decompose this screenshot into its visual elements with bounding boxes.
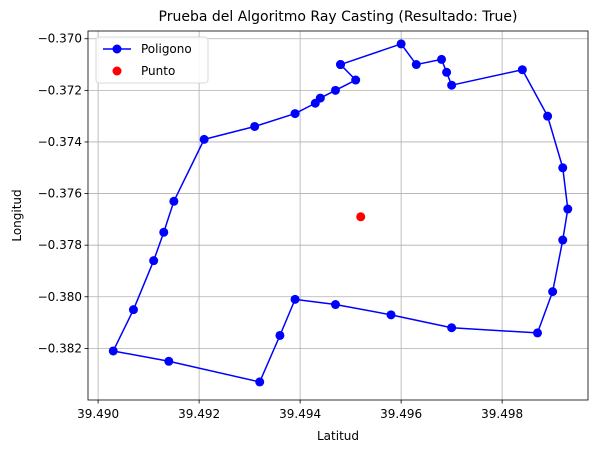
punto-point [356, 212, 366, 222]
x-axis-ticks: 39.490 39.492 39.494 39.496 39.498 [77, 400, 523, 421]
poligono-point [396, 39, 406, 49]
legend-punto-marker [112, 66, 122, 76]
legend-punto-label: Punto [141, 64, 175, 78]
poligono-point [169, 196, 179, 206]
poligono-point [128, 305, 138, 315]
poligono-point [275, 330, 285, 340]
x-tick-label: 39.498 [481, 407, 523, 421]
poligono-point [532, 328, 542, 338]
x-tick-label: 39.492 [178, 407, 220, 421]
x-axis-label: Latitud [317, 429, 359, 443]
poligono-point [548, 287, 558, 297]
y-tick-label: −0.380 [38, 290, 82, 304]
poligono-point [558, 235, 568, 245]
poligono-point [255, 377, 265, 387]
poligono-point [330, 300, 340, 310]
legend-poligono-marker [112, 44, 122, 54]
y-tick-label: −0.372 [38, 83, 82, 97]
y-tick-label: −0.376 [38, 187, 82, 201]
poligono-point [250, 121, 260, 131]
poligono-point [164, 356, 174, 366]
poligono-point [442, 67, 452, 77]
plot-frame [87, 30, 589, 401]
y-tick-label: −0.382 [38, 341, 82, 355]
poligono-point [199, 134, 209, 144]
poligono-point [149, 256, 159, 266]
x-tick-label: 39.494 [279, 407, 321, 421]
legend: Poligono Punto [95, 36, 209, 84]
poligono-point [447, 80, 457, 90]
poligono-point [563, 204, 573, 214]
x-tick-label: 39.496 [380, 407, 422, 421]
y-tick-label: −0.370 [38, 32, 82, 46]
x-tick-label: 39.490 [77, 407, 119, 421]
poligono-point [411, 60, 421, 70]
poligono-point [290, 294, 300, 304]
poligono-point [330, 85, 340, 95]
y-tick-label: −0.378 [38, 238, 82, 252]
poligono-point [558, 163, 568, 173]
y-tick-label: −0.374 [38, 135, 82, 149]
poligono-point [336, 60, 346, 70]
poligono-point [351, 75, 361, 85]
chart-title: Prueba del Algoritmo Ray Casting (Result… [159, 9, 518, 25]
poligono-point [386, 310, 396, 320]
poligono-point [315, 93, 325, 103]
poligono-point [159, 227, 169, 237]
poligono-point [290, 109, 300, 119]
poligono-point [447, 323, 457, 333]
y-axis-label: Longitud [10, 189, 24, 241]
poligono-point [108, 346, 118, 356]
legend-poligono-label: Poligono [141, 42, 192, 56]
y-axis-ticks: −0.370 −0.372 −0.374 −0.376 −0.378 −0.380 −0.3… [38, 32, 88, 355]
poligono-point [517, 65, 527, 75]
poligono-point [543, 111, 553, 121]
plot-series [108, 39, 573, 387]
poligono-point [437, 54, 447, 64]
